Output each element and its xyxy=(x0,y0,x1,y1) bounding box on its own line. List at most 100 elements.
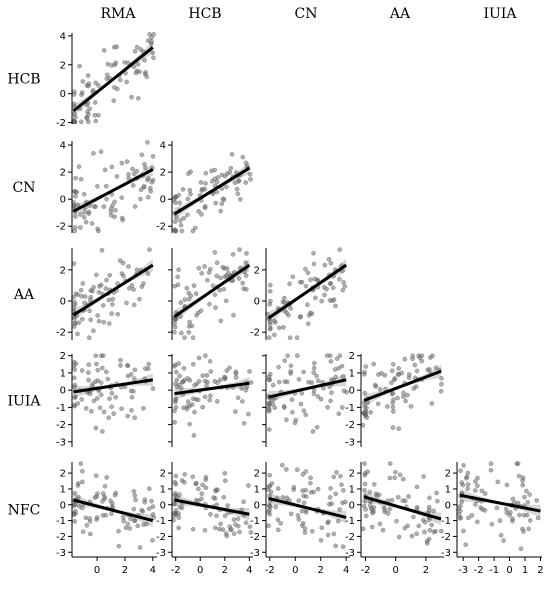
data-point xyxy=(338,473,343,479)
data-point xyxy=(195,310,201,316)
data-point xyxy=(83,219,89,225)
data-point xyxy=(329,501,335,506)
data-point xyxy=(382,372,388,378)
y-tick-label: 0 xyxy=(60,386,66,397)
data-point xyxy=(276,364,281,370)
data-point xyxy=(241,499,246,505)
data-point xyxy=(522,494,527,500)
panel-iuia-vs-aa: -3 -2 -1 0 1 2 xyxy=(345,351,444,448)
data-point xyxy=(76,164,82,169)
data-point xyxy=(337,507,342,512)
data-point xyxy=(102,167,108,173)
data-point xyxy=(172,479,178,485)
data-point xyxy=(98,380,104,386)
data-point xyxy=(234,186,240,192)
data-point xyxy=(217,377,223,383)
data-point xyxy=(118,357,123,363)
data-point xyxy=(311,391,317,397)
data-point xyxy=(460,482,466,488)
data-point xyxy=(177,492,182,497)
data-point xyxy=(504,482,510,488)
data-point xyxy=(93,473,99,479)
data-point xyxy=(199,212,204,217)
data-point xyxy=(93,118,99,124)
data-point xyxy=(231,531,237,536)
data-point xyxy=(202,394,208,400)
data-point xyxy=(149,179,155,185)
data-point xyxy=(150,537,155,543)
data-point xyxy=(133,70,139,76)
data-point xyxy=(125,521,131,527)
data-point xyxy=(319,298,325,304)
data-point xyxy=(322,292,327,298)
data-point xyxy=(100,429,105,434)
data-point xyxy=(131,389,136,394)
data-point xyxy=(336,411,342,417)
data-point xyxy=(75,202,81,208)
y-tick-label: 2 xyxy=(60,351,66,362)
data-point xyxy=(266,335,272,341)
data-point xyxy=(103,512,109,518)
data-point xyxy=(99,365,105,371)
data-point xyxy=(142,165,148,171)
data-point xyxy=(318,537,324,543)
data-point xyxy=(84,116,90,121)
data-point xyxy=(196,355,202,361)
data-point xyxy=(207,358,213,364)
panel-aa-vs-rma: -2 0 2 xyxy=(56,247,154,341)
data-point xyxy=(137,545,143,550)
data-point xyxy=(272,318,277,324)
regression-line xyxy=(459,493,541,513)
data-point xyxy=(94,361,99,367)
data-point xyxy=(184,406,190,412)
data-point xyxy=(284,310,289,316)
data-point xyxy=(129,94,134,100)
data-point xyxy=(87,531,93,537)
y-tick-label: -3 xyxy=(156,548,166,559)
data-point xyxy=(135,61,141,67)
data-point xyxy=(267,319,273,325)
data-point xyxy=(94,494,100,499)
y-tick-label: -1 xyxy=(345,516,355,527)
data-point xyxy=(121,518,127,524)
data-point xyxy=(98,392,104,398)
data-point xyxy=(510,516,515,522)
x-tick-label: 0 xyxy=(197,565,203,576)
data-point xyxy=(109,164,115,170)
data-point xyxy=(474,519,480,525)
y-tick-label: -2 xyxy=(250,532,260,543)
data-point xyxy=(79,316,85,322)
data-point xyxy=(243,260,249,266)
data-point xyxy=(173,473,179,479)
data-point xyxy=(212,250,218,255)
data-point xyxy=(414,368,420,374)
data-point xyxy=(408,404,414,409)
data-point xyxy=(94,517,99,522)
data-point xyxy=(298,401,304,407)
data-point xyxy=(221,494,227,500)
y-tick-label: -2 xyxy=(56,532,66,543)
data-point xyxy=(214,399,220,404)
data-point xyxy=(200,373,206,378)
data-point xyxy=(220,264,226,270)
data-point xyxy=(340,544,346,549)
data-point xyxy=(99,247,105,253)
data-point xyxy=(394,518,399,524)
data-point xyxy=(182,335,187,341)
data-point xyxy=(267,288,273,294)
data-point xyxy=(173,405,179,410)
column-title-cn: CN xyxy=(295,6,318,22)
data-point xyxy=(199,491,205,496)
panel-aa-vs-cn: -2 0 2 xyxy=(250,247,348,341)
data-point xyxy=(431,529,437,535)
data-point xyxy=(151,55,156,61)
data-point xyxy=(180,187,186,192)
data-point xyxy=(78,225,83,230)
data-point xyxy=(266,523,271,529)
data-point xyxy=(224,266,230,271)
data-point xyxy=(100,491,106,496)
y-tick-label: -1 xyxy=(56,516,66,527)
data-point xyxy=(326,519,331,525)
data-point xyxy=(94,272,99,278)
data-point xyxy=(111,98,117,103)
